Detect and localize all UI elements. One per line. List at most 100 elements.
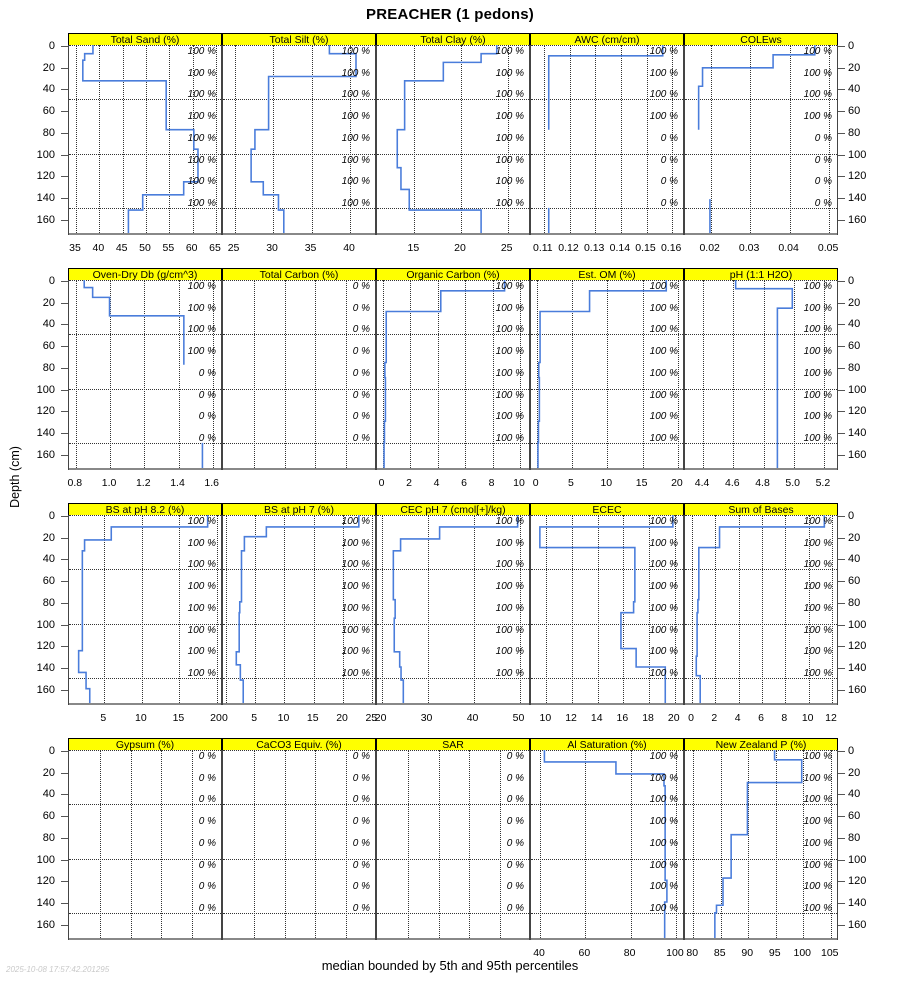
x-axis-tick-label: 4.8 (755, 477, 770, 489)
depth-axis-label: 160 (848, 448, 867, 461)
depth-axis-label: 120 (848, 170, 867, 183)
x-axis-tick-label: 5.2 (815, 477, 831, 489)
x-gridline (738, 515, 740, 705)
depth-axis-tick (838, 46, 845, 47)
depth-gridline (531, 280, 683, 281)
depth-axis-tick (61, 689, 68, 691)
depth-gridline (223, 623, 375, 625)
x-gridline (465, 280, 466, 470)
depth-axis-tick (61, 324, 68, 326)
depth-axis-tick (838, 176, 845, 178)
coverage-pct-label: 100 % (649, 281, 678, 292)
coverage-pct-label: 100 % (649, 903, 678, 914)
coverage-pct-label: 0 % (660, 132, 678, 144)
depth-axis-tick (838, 302, 845, 304)
profile-trace (82, 45, 199, 235)
x-axis-tick-label: 4 (734, 712, 741, 724)
depth-axis-label: 60 (42, 340, 55, 353)
coverage-pct-label: 100 % (649, 367, 678, 379)
depth-gridline (531, 153, 683, 155)
profile-trace (714, 750, 803, 940)
coverage-pct-label: 100 % (341, 154, 370, 166)
x-axis-tick-label: 40 (343, 242, 355, 254)
coverage-pct-label: 100 % (341, 668, 370, 679)
depth-axis-label: 100 (36, 383, 55, 396)
panel-baseline (69, 703, 221, 705)
coverage-pct-label: 100 % (649, 646, 678, 658)
coverage-pct-label: 100 % (495, 668, 524, 679)
x-axis-tick-label: 14 (590, 712, 603, 724)
coverage-pct-label: 100 % (187, 537, 216, 549)
x-gridline (407, 750, 409, 940)
plot-area: 100 % 100 % 100 % 100 % 100 % 100 % 100 % 100 % (68, 45, 222, 235)
depth-axis-label: 120 (36, 640, 55, 653)
coverage-pct-label: 100 % (495, 624, 524, 636)
depth-gridline (377, 804, 529, 806)
depth-axis-label: 160 (36, 683, 55, 696)
x-axis-tick-label: 40 (533, 947, 545, 959)
x-gridline (212, 280, 214, 470)
x-axis-tick-label: 25 (500, 242, 513, 254)
depth-axis-label: 120 (36, 875, 55, 888)
depth-axis-tick (61, 46, 68, 47)
coverage-pct-label: 100 % (341, 602, 370, 614)
panel-baseline (377, 938, 529, 940)
depth-gridline (685, 45, 837, 46)
plot-area: 100 % 100 % 100 % 100 % 100 % 100 % 100 % 100 % (684, 750, 838, 940)
depth-axis-label: 0 (48, 40, 55, 52)
coverage-pct-label: 100 % (187, 111, 216, 123)
coverage-pct-label: 0 % (506, 816, 524, 828)
depth-axis-tick (838, 837, 845, 839)
depth-gridline (377, 677, 529, 679)
depth-axis-label: 20 (42, 296, 55, 309)
coverage-pct-label: 100 % (649, 537, 678, 549)
depth-axis-tick (838, 602, 845, 604)
depth-axis-tick (838, 346, 845, 348)
coverage-pct-label: 100 % (341, 646, 370, 658)
depth-gridline (69, 334, 221, 336)
coverage-pct-label: 100 % (803, 302, 832, 314)
x-gridline (161, 750, 163, 940)
coverage-pct-label: 0 % (352, 433, 370, 444)
coverage-pct-label: 100 % (495, 346, 524, 358)
coverage-pct-label: 100 % (187, 89, 216, 101)
depth-axis-tick (61, 132, 68, 134)
coverage-pct-label: 100 % (495, 67, 524, 79)
x-gridline (346, 750, 348, 940)
coverage-pct-label: 100 % (495, 389, 524, 401)
coverage-pct-label: 0 % (352, 751, 370, 762)
depth-axis-label: 160 (848, 918, 867, 931)
depth-axis-tick (838, 537, 845, 539)
x-gridline (832, 515, 833, 705)
depth-gridline (531, 442, 683, 444)
depth-axis-label: 40 (848, 318, 861, 331)
plot-area: 0 % 0 % 0 % 0 % 0 % 0 % 0 % 0 % (222, 750, 376, 940)
x-axis-tick-label: 10 (539, 712, 552, 724)
plot-area: 100 % 100 % 100 % 100 % 0 % 0 % 0 % 0 % (68, 280, 222, 470)
coverage-pct-label: 100 % (649, 751, 678, 762)
coverage-pct-label: 0 % (352, 389, 370, 401)
depth-gridline (69, 207, 221, 209)
panel-total-silt: Total Silt (%) 100 % 100 % 100 % 100 % 100 % 1… (222, 33, 376, 236)
panel-baseline (685, 468, 837, 470)
panel-baseline (69, 938, 221, 940)
coverage-pct-label: 100 % (187, 302, 216, 314)
coverage-pct-label: 100 % (187, 346, 216, 358)
depth-gridline (223, 750, 375, 751)
depth-axis-label: 60 (848, 575, 861, 588)
depth-gridline (69, 677, 221, 679)
x-axis-tick-label: 50 (139, 242, 151, 254)
coverage-pct-label: 100 % (495, 132, 524, 144)
x-gridline (733, 280, 735, 470)
x-gridline (99, 750, 101, 940)
depth-gridline (531, 804, 683, 806)
depth-axis-tick (61, 581, 68, 583)
coverage-pct-label: 0 % (660, 154, 678, 166)
x-axis-tick-label: 10 (600, 477, 613, 489)
depth-gridline (377, 569, 529, 571)
x-gridline (720, 750, 722, 940)
depth-axis-label: 140 (848, 662, 867, 674)
coverage-pct-label: 100 % (495, 559, 524, 571)
coverage-pct-label: 100 % (649, 411, 678, 423)
depth-axis-label: 100 (848, 148, 867, 161)
